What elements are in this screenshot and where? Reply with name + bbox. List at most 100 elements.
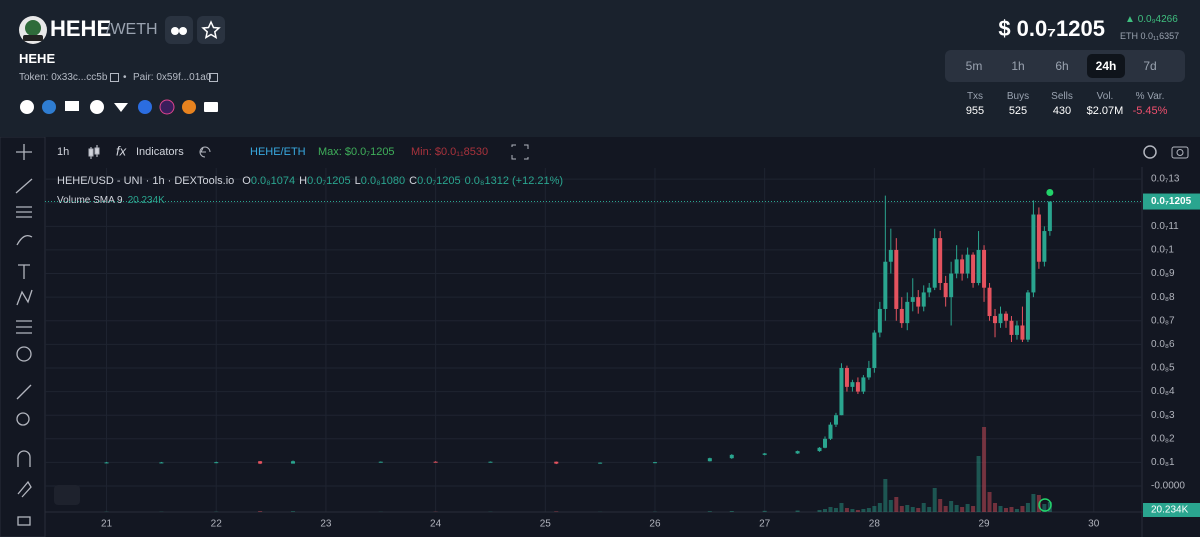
candle-body [104, 462, 109, 464]
candle-body [932, 238, 937, 288]
ohlc-key: L [355, 175, 361, 187]
y-tick-label: 0.0₈8 [1151, 292, 1175, 303]
separator: • [123, 72, 127, 83]
volume-bar [554, 511, 559, 512]
y-tick-label: 0.0₈3 [1151, 410, 1175, 421]
candle-body [729, 454, 734, 459]
x-tick-label: 24 [430, 519, 442, 530]
candle-body [1025, 292, 1030, 340]
chart-legend: HEHE/USD - UNI · 1h · DEXTools.io O0.0₈10… [57, 175, 563, 187]
y-tick-label: 0.0₇1 [1151, 245, 1174, 256]
volume-bar [844, 508, 849, 512]
token-logo [19, 16, 47, 44]
volume-bar [982, 427, 987, 512]
y-tick-label: 0.0₈2 [1151, 433, 1175, 444]
price-change-value: 0.0₉4266 [1137, 14, 1178, 25]
timeframe-button[interactable]: 1h [1011, 59, 1025, 73]
volume-bar [916, 508, 921, 512]
volume-bar [291, 511, 296, 512]
volume-bar [258, 511, 263, 512]
volume-bar [949, 501, 954, 512]
timeframe-button[interactable]: 5m [965, 59, 983, 73]
timeframe-button[interactable]: 6h [1055, 59, 1069, 73]
volume-bar [1009, 507, 1014, 512]
y-tick-label: 0.0₇11 [1151, 221, 1179, 232]
volume-bar [850, 509, 855, 512]
token-symbol: HEHE [50, 16, 112, 41]
candle-body [291, 461, 296, 464]
candle-body [877, 308, 882, 333]
favorite-button[interactable] [197, 16, 225, 44]
x-tick-label: 23 [320, 519, 332, 530]
copy-icon[interactable] [209, 73, 218, 82]
fx-icon: fx [116, 143, 127, 158]
candle-body [883, 261, 888, 309]
candle-body [214, 462, 219, 464]
volume-bar [795, 510, 800, 512]
volume-bar [938, 499, 943, 512]
candle-body [1047, 201, 1052, 232]
volume-bar [1003, 508, 1008, 512]
volume-bar [927, 507, 932, 512]
volume-bar [987, 492, 992, 512]
timeframe-button[interactable]: 7d [1143, 59, 1157, 73]
timeframe-button[interactable]: 24h [1087, 54, 1125, 78]
x-tick-label: 30 [1088, 519, 1100, 530]
candle-body [888, 249, 893, 262]
y-tick-label: 0.0₈9 [1151, 268, 1175, 279]
copy-icon[interactable] [110, 73, 119, 82]
ohlc-value: 0.0₈1074 [251, 175, 295, 187]
volume-bar [894, 497, 899, 512]
volume-bar [960, 507, 965, 512]
volume-bar [1014, 509, 1019, 512]
volume-bar [888, 500, 893, 512]
tv-logo [54, 485, 80, 505]
chart-toolbar-icons[interactable] [88, 144, 1189, 160]
candle-body [861, 377, 866, 392]
token-address[interactable]: Token: 0x33c...cc5b [19, 72, 108, 83]
stat-value: 430 [1052, 105, 1072, 117]
candle-body [817, 447, 822, 452]
ohlc-value: 0.0₇1205 [417, 175, 461, 187]
price-chart: fx 1h Indicators HEHE/ETH Max: $0.0₇1205 Min… [0, 137, 1200, 537]
candle-body [652, 462, 657, 464]
candle-body [1020, 325, 1025, 340]
token-header: HEHE /WETH HEHE Token: 0x33c...cc5b • Pa… [0, 0, 1200, 137]
volume-bar [921, 503, 926, 512]
pair-address[interactable]: Pair: 0x59f...01a0 [133, 72, 212, 83]
x-tick-label: 29 [978, 519, 990, 530]
volume-bar [877, 503, 882, 512]
indicators-button[interactable]: Indicators [136, 146, 184, 158]
candle-body [916, 297, 921, 307]
volume-label: 20.234K [1151, 505, 1189, 516]
social-links[interactable] [18, 98, 228, 116]
ohlc-key: H [299, 175, 307, 187]
candle-body [943, 282, 948, 298]
pair-quote: /WETH [106, 21, 158, 38]
volume-bar [855, 510, 860, 512]
volume-bar [872, 506, 877, 512]
candle-body [762, 453, 767, 455]
candle-body [707, 458, 712, 462]
drawing-tools[interactable] [15, 144, 33, 526]
volume-bar [1042, 504, 1047, 512]
stat-label: Vol. [1096, 91, 1114, 102]
interval-button[interactable]: 1h [57, 146, 69, 158]
volume-title: Volume SMA 9 [57, 195, 123, 206]
candle-body [554, 461, 559, 464]
volume-bar [729, 511, 734, 512]
candle-body [938, 238, 943, 283]
volume-bar [823, 509, 828, 512]
pair-switch[interactable]: HEHE/ETH [250, 146, 306, 158]
ohlc-key: C [409, 175, 417, 187]
volume-bar [943, 506, 948, 512]
candle-body [949, 273, 954, 298]
stat-label: Sells [1051, 91, 1073, 102]
x-tick-label: 21 [101, 519, 113, 530]
price-label-box [1143, 193, 1200, 210]
volume-bar [1031, 494, 1036, 512]
binoculars-button[interactable] [165, 16, 193, 44]
volume-bar [817, 510, 822, 512]
stat-label: Txs [966, 91, 984, 102]
candle-body [823, 438, 828, 448]
